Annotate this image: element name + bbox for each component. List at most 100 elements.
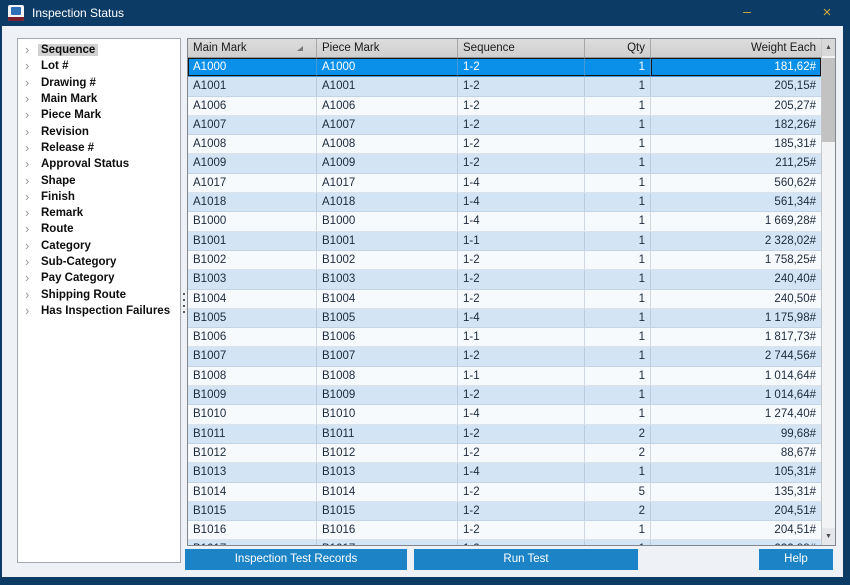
scrollbar-thumb[interactable] — [822, 58, 835, 142]
tree-item[interactable]: › Sequence — [18, 42, 180, 58]
cell-sequence: 1-1 — [458, 366, 585, 386]
chevron-right-icon[interactable]: › — [25, 156, 30, 172]
cell-main-mark: B1000 — [188, 212, 317, 231]
tree-item[interactable]: › Has Inspection Failures — [18, 303, 180, 319]
table-row[interactable]: B1007 B1007 1-2 1 2 744,56# — [188, 347, 821, 367]
table-row[interactable]: B1000 B1000 1-4 1 1 669,28# — [188, 212, 821, 232]
panel-splitter-handle[interactable] — [182, 293, 186, 315]
chevron-right-icon[interactable]: › — [25, 254, 30, 269]
table-row[interactable]: B1008 B1008 1-1 1 1 014,64# — [188, 366, 821, 387]
tree-item[interactable]: › Remark — [18, 205, 180, 221]
column-header-main-mark[interactable]: Main Mark — [188, 39, 317, 57]
table-row[interactable]: B1003 B1003 1-2 1 240,40# — [188, 270, 821, 290]
table-row[interactable]: B1013 B1013 1-4 1 105,31# — [188, 463, 821, 483]
cell-weight-each: 185,31# — [774, 138, 816, 151]
cell-qty: 1 — [585, 154, 651, 173]
table-row[interactable]: B1005 B1005 1-4 1 1 175,98# — [188, 308, 821, 329]
tree-item[interactable]: › Category — [18, 238, 180, 254]
table-row[interactable]: B1006 B1006 1-1 1 1 817,73# — [188, 328, 821, 348]
tree-item[interactable]: › Shipping Route — [18, 286, 180, 302]
cell-weight-each: 204,51# — [774, 504, 816, 517]
table-row[interactable]: B1017 B1017 1-2 1 232,88# — [188, 540, 821, 545]
cell-main-mark: B1010 — [188, 405, 317, 424]
chevron-right-icon[interactable]: › — [25, 172, 30, 188]
table-row[interactable]: B1001 B1001 1-1 1 2 328,02# — [188, 231, 821, 251]
chevron-right-icon[interactable]: › — [25, 205, 30, 221]
table-row[interactable]: B1009 B1009 1-2 1 1 014,64# — [188, 386, 821, 406]
close-button[interactable]: × — [822, 4, 832, 21]
tree-item-label: Shape — [41, 174, 76, 187]
vertical-scrollbar[interactable]: ▲ ▼ — [821, 39, 835, 545]
table-row[interactable]: A1000 A1000 1-2 1 181,62# — [188, 58, 821, 78]
chevron-right-icon[interactable]: › — [25, 42, 30, 58]
scroll-down-icon[interactable]: ▼ — [822, 528, 835, 545]
cell-sequence: 1-2 — [458, 347, 585, 366]
cell-sequence: 1-4 — [458, 405, 585, 424]
column-header-piece-mark[interactable]: Piece Mark — [317, 39, 458, 57]
column-header-sequence[interactable]: Sequence — [458, 39, 585, 57]
tree-item[interactable]: › Pay Category — [18, 270, 180, 286]
cell-qty: 1 — [585, 77, 651, 96]
tree-item[interactable]: › Route — [18, 221, 180, 237]
chevron-right-icon[interactable]: › — [25, 107, 30, 123]
table-row[interactable]: B1012 B1012 1-2 2 88,67# — [188, 443, 821, 464]
cell-qty: 1 — [585, 58, 651, 77]
tree-item[interactable]: › Piece Mark — [18, 107, 180, 123]
table-row[interactable]: B1015 B1015 1-2 2 204,51# — [188, 501, 821, 522]
chevron-right-icon[interactable]: › — [25, 270, 30, 286]
table-row[interactable]: B1011 B1011 1-2 2 99,68# — [188, 424, 821, 444]
chevron-right-icon[interactable]: › — [25, 139, 30, 155]
chevron-right-icon[interactable]: › — [25, 188, 30, 204]
minimize-button[interactable]: – — [743, 3, 751, 19]
chevron-right-icon[interactable]: › — [25, 91, 30, 107]
chevron-right-icon[interactable]: › — [25, 58, 30, 74]
scroll-up-icon[interactable]: ▲ — [822, 39, 835, 56]
cell-piece-mark: B1008 — [317, 366, 458, 386]
tree-item-label: Sequence — [38, 44, 99, 57]
tree-item[interactable]: › Release # — [18, 140, 180, 156]
chevron-right-icon[interactable]: › — [25, 286, 30, 302]
inspection-test-records-button[interactable]: Inspection Test Records — [185, 549, 407, 570]
cell-main-mark: A1018 — [188, 193, 317, 212]
cell-weight-each: 99,68# — [780, 427, 816, 440]
tree-item[interactable]: › Sub-Category — [18, 254, 180, 270]
chevron-right-icon[interactable]: › — [25, 237, 30, 253]
table-row[interactable]: A1007 A1007 1-2 1 182,26# — [188, 115, 821, 136]
help-button[interactable]: Help — [759, 549, 833, 570]
column-header-qty[interactable]: Qty — [585, 39, 651, 57]
run-test-button[interactable]: Run Test — [414, 549, 638, 570]
chevron-right-icon[interactable]: › — [25, 221, 30, 237]
chevron-right-icon[interactable]: › — [25, 302, 30, 318]
cell-piece-mark: B1016 — [317, 521, 458, 540]
tree-item[interactable]: › Shape — [18, 172, 180, 188]
cell-weight-each: 105,31# — [774, 466, 816, 479]
tree-item[interactable]: › Lot # — [18, 58, 180, 74]
tree-item[interactable]: › Main Mark — [18, 91, 180, 107]
table-row[interactable]: B1002 B1002 1-2 1 1 758,25# — [188, 250, 821, 271]
cell-piece-mark: A1009 — [317, 154, 458, 173]
column-header-weight-each[interactable]: Weight Each — [751, 42, 816, 54]
chevron-right-icon[interactable]: › — [25, 74, 30, 90]
tree-item[interactable]: › Drawing # — [18, 75, 180, 91]
table-row[interactable]: B1010 B1010 1-4 1 1 274,40# — [188, 405, 821, 425]
table-row[interactable]: A1017 A1017 1-4 1 560,62# — [188, 173, 821, 194]
table-row[interactable]: A1001 A1001 1-2 1 205,15# — [188, 77, 821, 97]
table-row[interactable]: A1008 A1008 1-2 1 185,31# — [188, 135, 821, 155]
tree-item-label: Main Mark — [41, 93, 98, 106]
tree-item-label: Route — [41, 223, 74, 236]
table-row[interactable]: B1016 B1016 1-2 1 204,51# — [188, 521, 821, 541]
app-icon — [8, 5, 24, 21]
table-row[interactable]: A1009 A1009 1-2 1 211,25# — [188, 154, 821, 174]
cell-sequence: 1-4 — [458, 308, 585, 328]
tree-item[interactable]: › Approval Status — [18, 156, 180, 172]
cell-sequence: 1-4 — [458, 193, 585, 212]
table-body: A1000 A1000 1-2 1 181,62# A1001 A1001 1-… — [188, 58, 821, 545]
table-row[interactable]: B1004 B1004 1-2 1 240,50# — [188, 289, 821, 309]
table-row[interactable]: A1018 A1018 1-4 1 561,34# — [188, 193, 821, 213]
chevron-right-icon[interactable]: › — [25, 123, 30, 139]
tree-item[interactable]: › Revision — [18, 123, 180, 139]
table-row[interactable]: B1014 B1014 1-2 5 135,31# — [188, 482, 821, 502]
table-row[interactable]: A1006 A1006 1-2 1 205,27# — [188, 96, 821, 116]
cell-piece-mark: B1017 — [317, 540, 458, 545]
tree-item[interactable]: › Finish — [18, 189, 180, 205]
